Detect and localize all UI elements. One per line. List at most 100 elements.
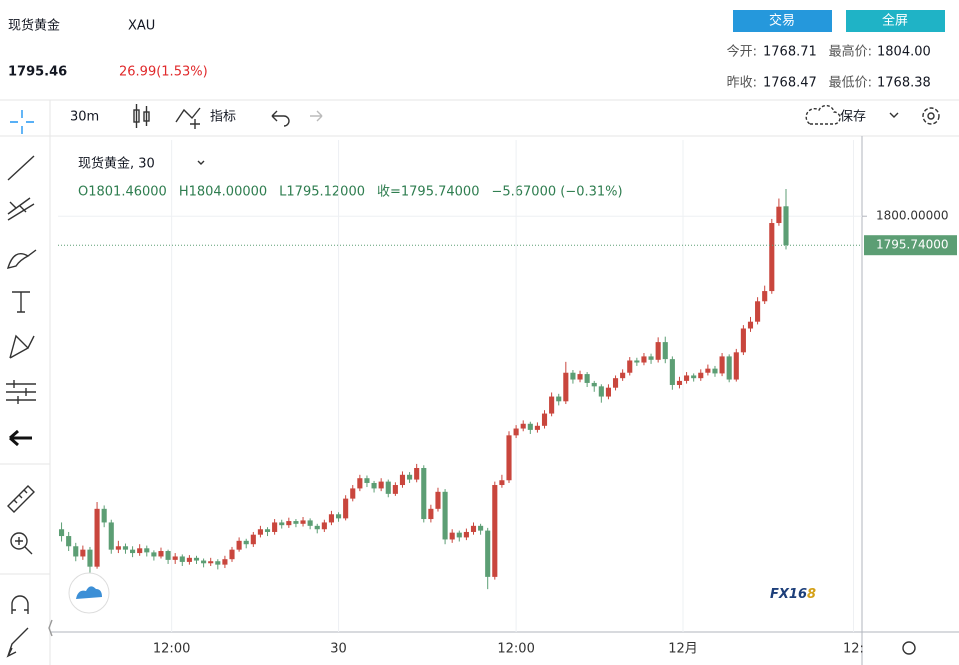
stat-label: 昨收:	[727, 76, 757, 91]
candle-body	[456, 532, 462, 538]
candle-body	[755, 301, 761, 322]
candle-body	[705, 368, 711, 373]
settings-button[interactable]	[922, 107, 940, 125]
candle-body	[776, 206, 782, 224]
candle-body	[428, 508, 434, 520]
candle-body	[449, 532, 455, 540]
undo-button[interactable]	[271, 110, 290, 127]
candle-body	[137, 548, 143, 554]
candle-body	[208, 561, 214, 564]
x-tick-label: 12:00	[153, 642, 190, 657]
candle-body	[641, 356, 647, 363]
candle-body	[620, 372, 626, 379]
stat-label: 最高价:	[829, 44, 872, 60]
indicator-button[interactable]: 指标	[210, 110, 236, 125]
stat-value: 1768.71	[763, 45, 817, 60]
text-tool[interactable]	[12, 291, 30, 313]
settings-button-center	[927, 112, 935, 120]
hide-toolbar[interactable]	[9, 429, 32, 447]
candle-body	[478, 525, 484, 531]
ohlc-label: O1801.46000	[78, 185, 167, 200]
zoom-tool-handle	[15, 537, 33, 555]
stat-value: 1804.00	[877, 45, 931, 60]
candle-body	[222, 559, 228, 565]
candle-body	[130, 549, 136, 554]
crosshair-tool[interactable]	[10, 110, 34, 134]
candle-body	[598, 386, 604, 397]
candle-body	[101, 508, 107, 523]
fullscreen-button[interactable]	[846, 10, 945, 32]
candle-body	[243, 540, 249, 545]
pattern-tool[interactable]	[9, 334, 35, 359]
stat-value: 1768.47	[763, 76, 817, 91]
instrument-name: 现货黄金	[8, 18, 60, 34]
candle-body	[364, 478, 370, 483]
indicator-icon-plus[interactable]	[190, 119, 200, 129]
candle-body	[158, 551, 164, 557]
candle-body	[293, 521, 299, 524]
candle-body	[286, 521, 292, 526]
cloud-save-icon[interactable]	[805, 104, 841, 125]
axis-settings[interactable]	[902, 641, 916, 655]
candle-body	[591, 382, 597, 387]
candle-body	[684, 375, 690, 381]
trade-button-label[interactable]: 交易	[769, 13, 795, 29]
candle-body	[556, 396, 562, 402]
candle-body	[215, 561, 221, 565]
candle-body	[470, 525, 477, 532]
scroll-left[interactable]	[48, 619, 53, 637]
candle-body	[691, 375, 697, 379]
legend-title: 现货黄金, 30	[78, 156, 155, 172]
symbol: XAU	[128, 19, 155, 34]
save-button[interactable]: 保存	[840, 110, 866, 125]
watermark-text: FX16	[770, 587, 807, 602]
candle-body	[648, 356, 654, 360]
interval-button[interactable]: 30m	[70, 110, 99, 125]
candle-body	[343, 498, 349, 519]
candle-type-icon[interactable]	[133, 104, 150, 128]
fullscreen-button-label[interactable]: 全屏	[882, 13, 908, 29]
candle-body	[122, 546, 129, 550]
candle-body	[719, 356, 725, 374]
magnet-tool[interactable]	[11, 595, 29, 614]
fib-tool[interactable]	[7, 197, 35, 221]
candle-body	[357, 478, 363, 489]
zoom-tool[interactable]	[10, 532, 28, 550]
line-tool[interactable]	[7, 155, 35, 181]
candle-body	[314, 525, 320, 530]
candle-body	[584, 374, 590, 383]
candle-body	[655, 342, 661, 360]
candle-body	[414, 468, 420, 480]
indicator-icon[interactable]	[175, 107, 201, 123]
save-dropdown[interactable]	[889, 112, 899, 118]
prediction-tool[interactable]	[6, 380, 36, 404]
watermark: FX168	[770, 587, 816, 602]
ruler-tool[interactable]	[7, 485, 35, 513]
candle-body	[279, 522, 285, 526]
candle-body	[165, 551, 171, 560]
x-tick-label: 30	[330, 642, 347, 657]
candle-body	[492, 485, 498, 577]
candle-body	[676, 380, 683, 385]
candle-body	[541, 413, 548, 426]
ohlc-label: −5.67000 (−0.31%)	[491, 185, 622, 200]
redo-button[interactable]	[310, 110, 323, 122]
candle-body	[236, 540, 242, 550]
candle-body	[321, 522, 327, 530]
legend-dropdown[interactable]	[197, 160, 205, 165]
candle-body	[80, 549, 86, 557]
x-tick-label: 12:00	[497, 642, 534, 657]
candle-body	[733, 352, 739, 380]
last-price-box	[864, 235, 957, 256]
stat-value: 1768.38	[877, 76, 931, 91]
candle-body	[563, 372, 569, 402]
stat-label: 今开:	[727, 44, 757, 60]
candle-body	[115, 546, 121, 550]
lock-tool[interactable]	[6, 627, 29, 658]
candle-body	[435, 491, 441, 509]
brush-tool[interactable]	[6, 249, 37, 269]
candle-body	[66, 536, 72, 547]
candle-body	[399, 474, 406, 486]
trade-button[interactable]	[733, 10, 832, 32]
candle-body	[392, 485, 398, 494]
